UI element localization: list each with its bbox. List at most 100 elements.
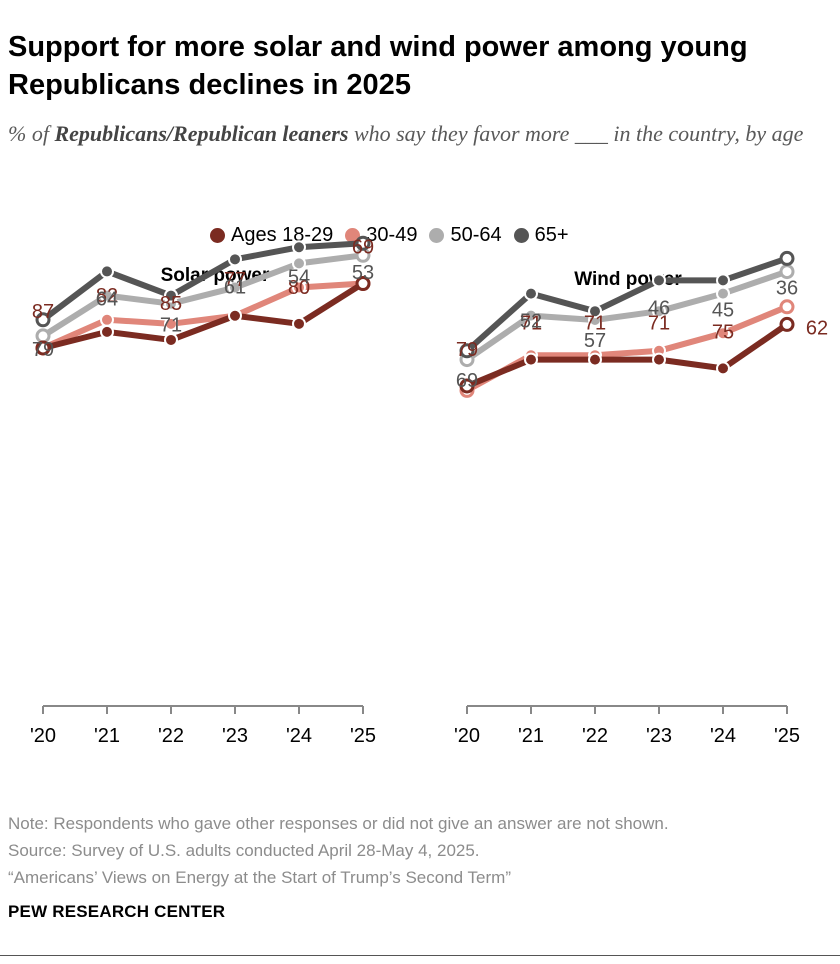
wind-point-65--3	[652, 273, 666, 288]
wind-point-ages-18-29-1	[524, 352, 538, 367]
wind-point-50-64-1	[524, 308, 538, 323]
wind-data-label-65--0: 69	[456, 370, 478, 392]
wind-x-tick-label-5: '25	[774, 725, 800, 747]
wind-data-label-65--5: 36	[776, 277, 798, 299]
legend-dot-65-plus	[513, 227, 529, 243]
solar-point-65--5	[355, 235, 371, 251]
solar-line-ages-18-29	[40, 280, 366, 351]
wind-line-65-	[464, 255, 790, 354]
legend-item-18-29: Ages 18-29	[210, 224, 333, 247]
solar-x-tick-label-5: '25	[350, 725, 376, 747]
wind-data-label-65--3: 46	[648, 297, 670, 319]
charts-canvas: Solar power '20 '21 '22 '23 '24 '25 87 82 85 77 80 6…	[30, 235, 828, 747]
solar-point-50-64-1	[100, 288, 114, 303]
wind-data-label-ages-18-29-2: 71	[584, 313, 606, 335]
solar-x-tick-label-3: '23	[222, 725, 248, 747]
solar-point-65--1	[100, 264, 114, 279]
wind-data-label-ages-18-29-1: 71	[520, 313, 542, 335]
wind-point-ages-18-29-2	[588, 352, 602, 367]
wind-data-label-65--4: 45	[712, 299, 734, 321]
legend-label-50-64: 50-64	[450, 223, 502, 246]
wind-data-label-ages-18-29-3: 71	[648, 313, 670, 335]
bottom-divider	[0, 955, 840, 956]
legend: Ages 18-29 30-49 50-64 65+	[210, 222, 581, 248]
wind-point-30-49-5	[779, 299, 795, 315]
footer-note: Note: Respondents who gave other respons…	[8, 814, 669, 833]
solar-point-ages-18-29-5	[355, 276, 371, 292]
solar-point-50-64-3	[228, 280, 242, 295]
solar-point-ages-18-29-4	[292, 316, 306, 331]
solar-point-65--0	[35, 312, 51, 328]
solar-data-label-65--2: 71	[160, 315, 182, 337]
solar-x-tick-label-1: '21	[94, 725, 120, 747]
wind-data-label-ages-18-29-0: 79	[456, 339, 478, 361]
wind-point-65--2	[588, 304, 602, 319]
wind-x-tick-label-4: '24	[710, 725, 736, 747]
solar-line-65-	[40, 240, 366, 323]
wind-x-tick-label-2: '22	[582, 725, 608, 747]
wind-point-50-64-5	[779, 264, 795, 280]
brand-logo-text: PEW RESEARCH CENTER	[8, 902, 226, 921]
wind-line-ages-18-29	[464, 321, 790, 389]
solar-point-ages-18-29-2	[164, 332, 178, 347]
legend-item-30-49: 30-49	[345, 224, 417, 247]
solar-data-label-ages-18-29-4: 80	[288, 277, 310, 299]
solar-x-tick-label-2: '22	[158, 725, 184, 747]
solar-data-label-ages-18-29-3: 77	[224, 269, 246, 291]
solar-point-65--2	[164, 288, 178, 303]
solar-data-label-ages-18-29-0: 87	[32, 301, 54, 323]
footer-source: Source: Survey of U.S. adults conducted …	[8, 841, 480, 860]
wind-data-label-65--2: 57	[584, 330, 606, 352]
solar-data-label-ages-18-29-5: 69	[352, 237, 374, 259]
subtitle-suffix: who say they favor more ___ in the count…	[348, 121, 804, 146]
chart-subtitle: % of Republicans/Republican leaners who …	[8, 117, 828, 150]
chart-title: Support for more solar and wind power am…	[8, 31, 748, 101]
solar-point-ages-18-29-0	[35, 340, 51, 356]
solar-point-30-49-2	[164, 316, 178, 331]
footer: Note: Respondents who gave other respons…	[8, 810, 669, 891]
legend-dot-18-29	[210, 227, 225, 243]
wind-point-65--4	[716, 273, 730, 288]
wind-point-30-49-4	[716, 326, 730, 341]
wind-point-65--1	[524, 286, 538, 301]
solar-line-50-64	[40, 252, 366, 339]
wind-point-65--0	[459, 343, 475, 359]
solar-point-65--4	[292, 240, 306, 255]
legend-item-65-plus: 65+	[513, 223, 569, 247]
solar-data-label-ages-18-29-1: 82	[96, 285, 118, 307]
solar-point-30-49-1	[100, 312, 114, 327]
wind-data-label-65--1: 52	[520, 311, 542, 333]
wind-data-label-ages-18-29-4: 75	[712, 321, 734, 343]
solar-data-label-ages-18-29-2: 85	[160, 293, 182, 315]
wind-point-ages-18-29-5	[779, 316, 795, 332]
wind-x-tick-label-3: '23	[646, 725, 672, 747]
wind-point-ages-18-29-4	[716, 361, 730, 376]
legend-label-30-49: 30-49	[366, 223, 418, 246]
wind-point-ages-18-29-3	[652, 352, 666, 367]
wind-point-65--5	[779, 250, 795, 266]
wind-data-label-ages-18-29-5: 62	[806, 317, 828, 339]
legend-dot-30-49	[345, 227, 361, 243]
solar-point-30-49-4	[292, 280, 306, 295]
solar-data-label-65--5: 53	[352, 262, 374, 284]
solar-data-label-65--3: 61	[224, 276, 246, 298]
wind-x-tick-label-1: '21	[518, 725, 544, 747]
wind-line-50-64	[464, 268, 790, 363]
solar-point-ages-18-29-3	[228, 308, 242, 323]
legend-item-50-64: 50-64	[429, 223, 502, 247]
wind-line-30-49	[464, 303, 790, 394]
solar-point-50-64-4	[292, 256, 306, 271]
solar-data-label-65--1: 64	[96, 288, 118, 310]
wind-point-50-64-4	[716, 286, 730, 301]
solar-x-tick-label-0: '20	[30, 725, 56, 747]
solar-data-label-65--4: 54	[288, 266, 310, 288]
solar-panel-title: Solar power	[161, 265, 270, 286]
legend-label-65-plus: 65+	[534, 223, 569, 246]
subtitle-prefix: % of	[8, 121, 55, 146]
subtitle-bold: Republicans/Republican leaners	[54, 121, 349, 146]
solar-x-tick-label-4: '24	[286, 725, 312, 747]
wind-point-50-64-3	[652, 304, 666, 319]
solar-line-30-49	[40, 280, 366, 351]
solar-point-65--3	[228, 252, 242, 267]
wind-x-tick-label-0: '20	[454, 725, 480, 747]
